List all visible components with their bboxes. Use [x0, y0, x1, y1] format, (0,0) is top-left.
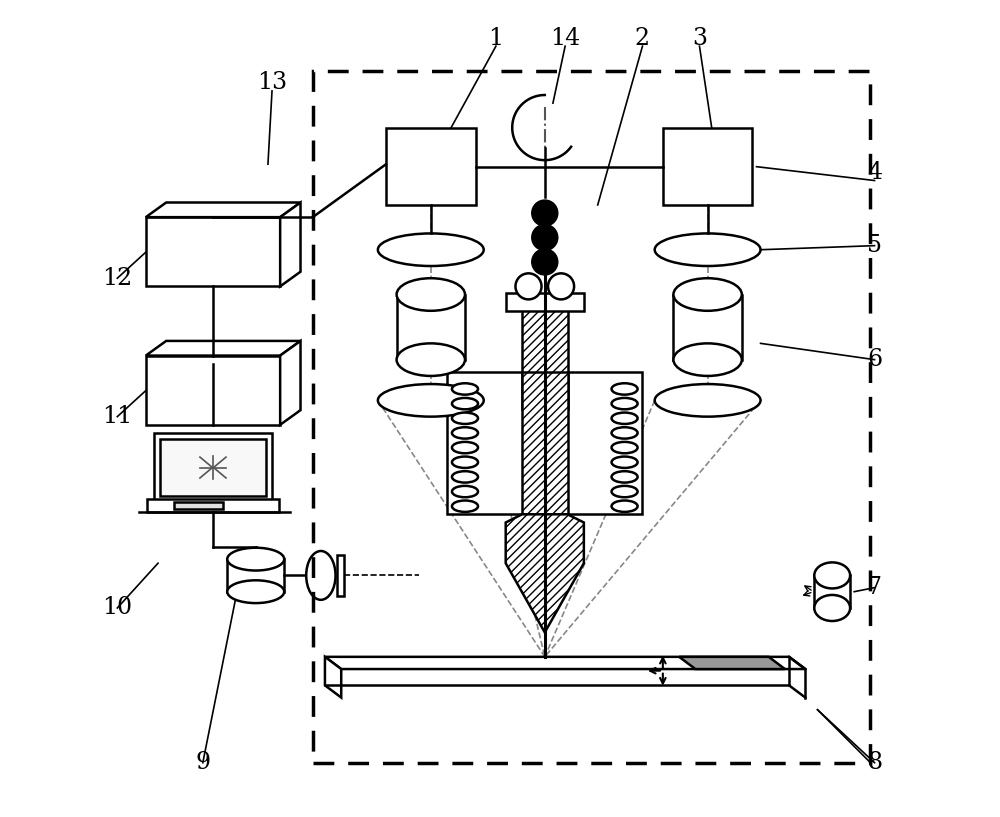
FancyBboxPatch shape	[146, 217, 280, 287]
Text: 7: 7	[867, 576, 882, 599]
Ellipse shape	[378, 234, 484, 266]
Ellipse shape	[814, 595, 850, 621]
Text: 5: 5	[867, 234, 882, 257]
Ellipse shape	[452, 398, 478, 409]
Circle shape	[548, 274, 574, 299]
FancyBboxPatch shape	[814, 575, 850, 608]
Text: 6: 6	[867, 348, 882, 371]
Ellipse shape	[612, 471, 638, 483]
Ellipse shape	[378, 384, 484, 417]
Circle shape	[515, 274, 542, 299]
Polygon shape	[325, 657, 805, 669]
Polygon shape	[522, 372, 568, 515]
Ellipse shape	[452, 457, 478, 468]
Polygon shape	[146, 341, 301, 355]
Ellipse shape	[612, 501, 638, 512]
FancyBboxPatch shape	[673, 294, 742, 359]
FancyBboxPatch shape	[663, 127, 752, 205]
Text: 4: 4	[867, 161, 882, 184]
Polygon shape	[146, 203, 301, 217]
Ellipse shape	[306, 551, 336, 600]
Ellipse shape	[612, 398, 638, 409]
FancyBboxPatch shape	[174, 502, 223, 509]
Ellipse shape	[673, 279, 742, 310]
Ellipse shape	[227, 547, 284, 570]
FancyBboxPatch shape	[337, 555, 344, 596]
FancyBboxPatch shape	[386, 127, 476, 205]
Ellipse shape	[612, 486, 638, 498]
Polygon shape	[280, 341, 301, 425]
Polygon shape	[506, 515, 584, 632]
Ellipse shape	[612, 457, 638, 468]
Text: 2: 2	[635, 26, 650, 50]
Ellipse shape	[612, 427, 638, 439]
Ellipse shape	[397, 279, 465, 310]
Ellipse shape	[452, 501, 478, 512]
Ellipse shape	[673, 343, 742, 376]
FancyBboxPatch shape	[146, 355, 280, 425]
Polygon shape	[522, 298, 568, 408]
Ellipse shape	[612, 413, 638, 424]
FancyBboxPatch shape	[447, 372, 642, 515]
Ellipse shape	[655, 234, 761, 266]
Ellipse shape	[655, 384, 761, 417]
Text: 3: 3	[692, 26, 707, 50]
Ellipse shape	[452, 486, 478, 498]
Polygon shape	[679, 657, 785, 669]
FancyBboxPatch shape	[154, 433, 272, 502]
Ellipse shape	[452, 442, 478, 453]
Ellipse shape	[814, 562, 850, 588]
Text: 1: 1	[488, 26, 503, 50]
Text: 11: 11	[102, 405, 132, 428]
Text: 10: 10	[102, 596, 132, 619]
FancyBboxPatch shape	[506, 292, 584, 310]
FancyBboxPatch shape	[227, 559, 284, 592]
Text: 9: 9	[195, 751, 210, 775]
Text: 13: 13	[257, 71, 287, 94]
FancyBboxPatch shape	[147, 499, 279, 512]
Circle shape	[532, 225, 558, 251]
Text: 12: 12	[102, 266, 132, 290]
Ellipse shape	[452, 383, 478, 395]
Ellipse shape	[452, 413, 478, 424]
FancyBboxPatch shape	[397, 294, 465, 359]
Circle shape	[532, 249, 558, 275]
Ellipse shape	[612, 442, 638, 453]
Circle shape	[532, 200, 558, 226]
FancyBboxPatch shape	[160, 440, 266, 496]
Polygon shape	[280, 203, 301, 287]
Ellipse shape	[452, 427, 478, 439]
Polygon shape	[325, 657, 341, 698]
Ellipse shape	[612, 383, 638, 395]
Ellipse shape	[397, 343, 465, 376]
Ellipse shape	[452, 471, 478, 483]
Ellipse shape	[227, 580, 284, 603]
Text: 8: 8	[867, 751, 882, 775]
Text: 14: 14	[550, 26, 580, 50]
